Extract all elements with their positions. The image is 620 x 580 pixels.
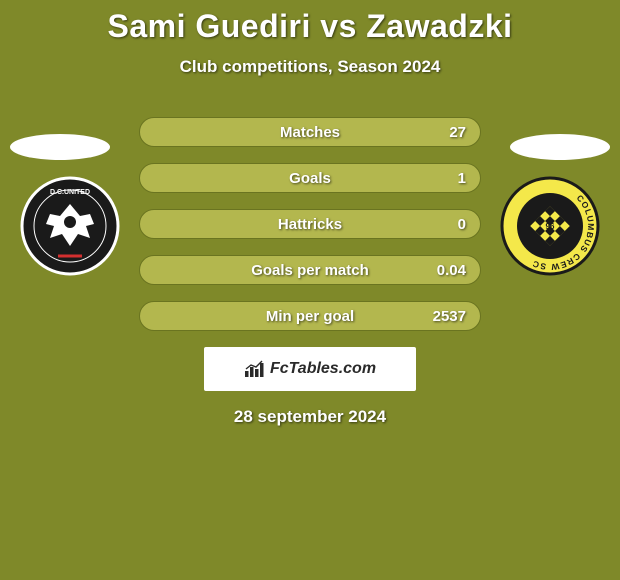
subtitle: Club competitions, Season 2024 bbox=[0, 57, 620, 77]
stat-value: 0.04 bbox=[437, 262, 466, 279]
fctables-branding: FcTables.com bbox=[204, 347, 416, 391]
fctables-text: FcTables.com bbox=[270, 360, 376, 378]
crew-96-text: 96 bbox=[546, 222, 555, 231]
page-title: Sami Guediri vs Zawadzki bbox=[0, 8, 620, 45]
stat-label: Min per goal bbox=[266, 308, 354, 325]
dcu-text: D.C.UNITED bbox=[50, 189, 90, 196]
stat-label: Hattricks bbox=[278, 216, 342, 233]
stat-label: Matches bbox=[280, 124, 340, 141]
date-text: 28 september 2024 bbox=[0, 407, 620, 427]
stat-value: 27 bbox=[449, 124, 466, 141]
stat-label: Goals bbox=[289, 170, 331, 187]
stat-value: 0 bbox=[458, 216, 466, 233]
dcu-ball-icon bbox=[64, 216, 76, 228]
content-area: Sami Guediri vs Zawadzki Club competitio… bbox=[0, 0, 620, 427]
stat-value: 2537 bbox=[433, 308, 466, 325]
stat-row-mpg: Min per goal 2537 bbox=[139, 301, 481, 331]
ellipse-right bbox=[510, 134, 610, 160]
stat-row-goals: Goals 1 bbox=[139, 163, 481, 193]
stat-row-hattricks: Hattricks 0 bbox=[139, 209, 481, 239]
stat-row-gpm: Goals per match 0.04 bbox=[139, 255, 481, 285]
club-logo-right: COLUMBUS CREW SC 96 bbox=[500, 176, 600, 276]
bar-chart-icon bbox=[244, 360, 266, 378]
stat-row-matches: Matches 27 bbox=[139, 117, 481, 147]
stat-label: Goals per match bbox=[251, 262, 369, 279]
ellipse-left bbox=[10, 134, 110, 160]
club-logo-left: D.C.UNITED bbox=[20, 176, 120, 276]
stat-value: 1 bbox=[458, 170, 466, 187]
